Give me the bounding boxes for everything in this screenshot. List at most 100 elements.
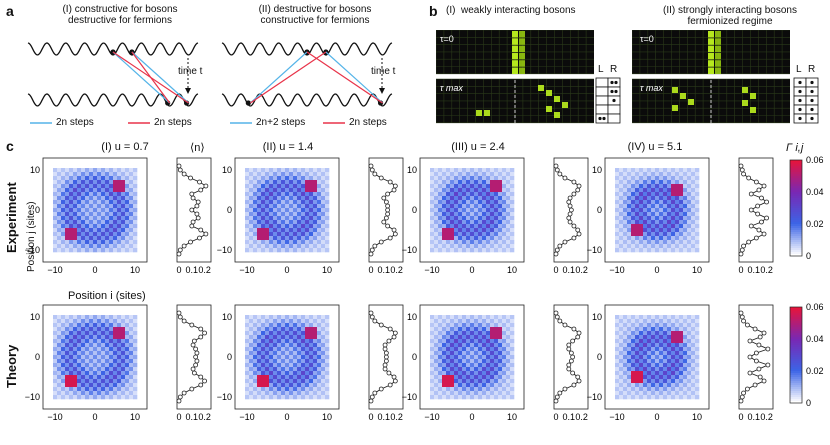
correlation-cell (289, 327, 294, 332)
correlation-cell (667, 216, 672, 221)
correlation-cell (309, 168, 314, 173)
correlation-cell (65, 208, 70, 213)
correlation-cell (627, 204, 632, 209)
correlation-cell (687, 248, 692, 253)
correlation-cell (450, 220, 455, 225)
correlation-cell (269, 335, 274, 340)
correlation-cell (261, 319, 266, 324)
density-point (554, 394, 560, 400)
correlation-cell (61, 200, 66, 205)
correlation-cell (313, 343, 318, 348)
correlation-cell (281, 387, 286, 392)
correlation-cell (305, 232, 310, 237)
correlation-cell (53, 383, 58, 388)
correlation-cell (643, 180, 648, 185)
correlation-cell (615, 220, 620, 225)
correlation-cell (257, 184, 262, 189)
correlation-cell (53, 355, 58, 360)
correlation-cell (289, 383, 294, 388)
correlation-cell (53, 327, 58, 332)
correlation-cell (438, 176, 443, 181)
density-point (741, 171, 746, 177)
correlation-cell (61, 359, 66, 364)
correlation-cell (663, 387, 668, 392)
correlation-cell (450, 375, 455, 380)
correlation-cell (643, 339, 648, 344)
correlation-cell (506, 331, 511, 336)
correlation-cell (510, 168, 515, 173)
correlation-cell (277, 180, 282, 185)
correlation-cell (109, 339, 114, 344)
density-point (739, 167, 745, 173)
correlation-cell (691, 224, 696, 229)
correlation-cell (53, 347, 58, 352)
colorbar-segment (790, 379, 802, 382)
correlation-cell (101, 212, 106, 217)
correlation-cell (245, 359, 250, 364)
correlation-cell (695, 359, 700, 364)
correlation-cell (325, 180, 330, 185)
density-point (553, 310, 559, 316)
correlation-cell (442, 323, 447, 328)
correlation-cell (482, 208, 487, 213)
correlation-cell (510, 216, 515, 221)
density-tick-label: 0.2 (760, 265, 773, 275)
correlation-cell (93, 176, 98, 181)
correlation-cell (643, 343, 648, 348)
correlation-cell (321, 387, 326, 392)
correlation-cell (281, 335, 286, 340)
correlation-cell (679, 176, 684, 181)
correlation-cell (261, 228, 266, 233)
correlation-cell (635, 200, 640, 205)
correlation-cell (77, 204, 82, 209)
correlation-cell (305, 351, 310, 356)
correlation-cell (117, 335, 122, 340)
correlation-cell (269, 375, 274, 380)
correlation-cell (297, 367, 302, 372)
correlation-cell (647, 228, 652, 233)
correlation-cell (510, 176, 515, 181)
correlation-cell (277, 204, 282, 209)
correlation-cell (619, 208, 624, 213)
correlation-cell (474, 355, 479, 360)
density-point (368, 398, 374, 404)
correlation-cell (53, 200, 58, 205)
correlation-cell (619, 204, 624, 209)
correlation-cell (490, 212, 495, 217)
correlation-cell (253, 395, 258, 400)
correlation-cell (81, 220, 86, 225)
correlation-cell (695, 184, 700, 189)
correlation-cell (691, 248, 696, 253)
density-point (554, 314, 560, 320)
correlation-cell (434, 379, 439, 384)
density-point (195, 199, 201, 205)
correlation-cell (619, 327, 624, 332)
right-label-2: R (808, 64, 816, 75)
colorbar-segment (790, 355, 802, 358)
correlation-cell (695, 331, 700, 336)
correlation-cell (121, 212, 126, 217)
correlation-cell (257, 248, 262, 253)
correlation-cell (679, 343, 684, 348)
correlation-cell (430, 355, 435, 360)
correlation-cell (125, 355, 130, 360)
correlation-cell (133, 240, 138, 245)
correlation-cell (466, 395, 471, 400)
colorbar-segment (790, 391, 802, 394)
correlation-cell (442, 371, 447, 376)
correlation-cell (253, 212, 258, 217)
correlation-cell (683, 375, 688, 380)
correlation-cell (663, 327, 668, 332)
correlation-cell (89, 192, 94, 197)
correlation-cell (675, 387, 680, 392)
correlation-cell (643, 236, 648, 241)
correlation-cell (89, 371, 94, 376)
colorbar-segment (790, 186, 802, 189)
colorbar-tick-label: 0.06 (806, 155, 824, 165)
correlation-cell (470, 248, 475, 253)
correlation-cell (61, 375, 66, 380)
correlation-cell (73, 371, 78, 376)
correlation-cell (85, 248, 90, 253)
correlation-cell (297, 363, 302, 368)
correlation-cell (430, 371, 435, 376)
